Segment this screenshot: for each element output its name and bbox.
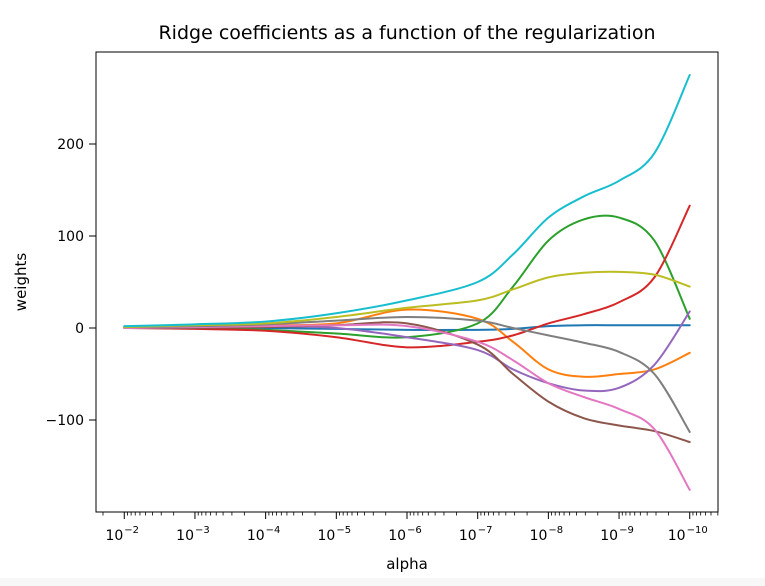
x-axis-label: alpha bbox=[386, 555, 428, 573]
y-tick-label: 100 bbox=[57, 229, 84, 245]
y-axis-label: weights bbox=[12, 253, 30, 312]
y-tick-label: 0 bbox=[75, 321, 84, 337]
series-line-red bbox=[123, 204, 691, 349]
series-line-cyan bbox=[123, 74, 691, 328]
series-line-olive bbox=[123, 270, 691, 329]
footer-strip bbox=[0, 578, 765, 586]
chart-title: Ridge coefficients as a function of the … bbox=[158, 22, 655, 44]
y-axis: 200 100 0 −100 bbox=[46, 137, 96, 429]
series-layer bbox=[123, 74, 691, 491]
y-tick-label: −100 bbox=[46, 413, 84, 429]
series-line-pink bbox=[123, 323, 691, 491]
y-tick-label: 200 bbox=[57, 137, 84, 153]
